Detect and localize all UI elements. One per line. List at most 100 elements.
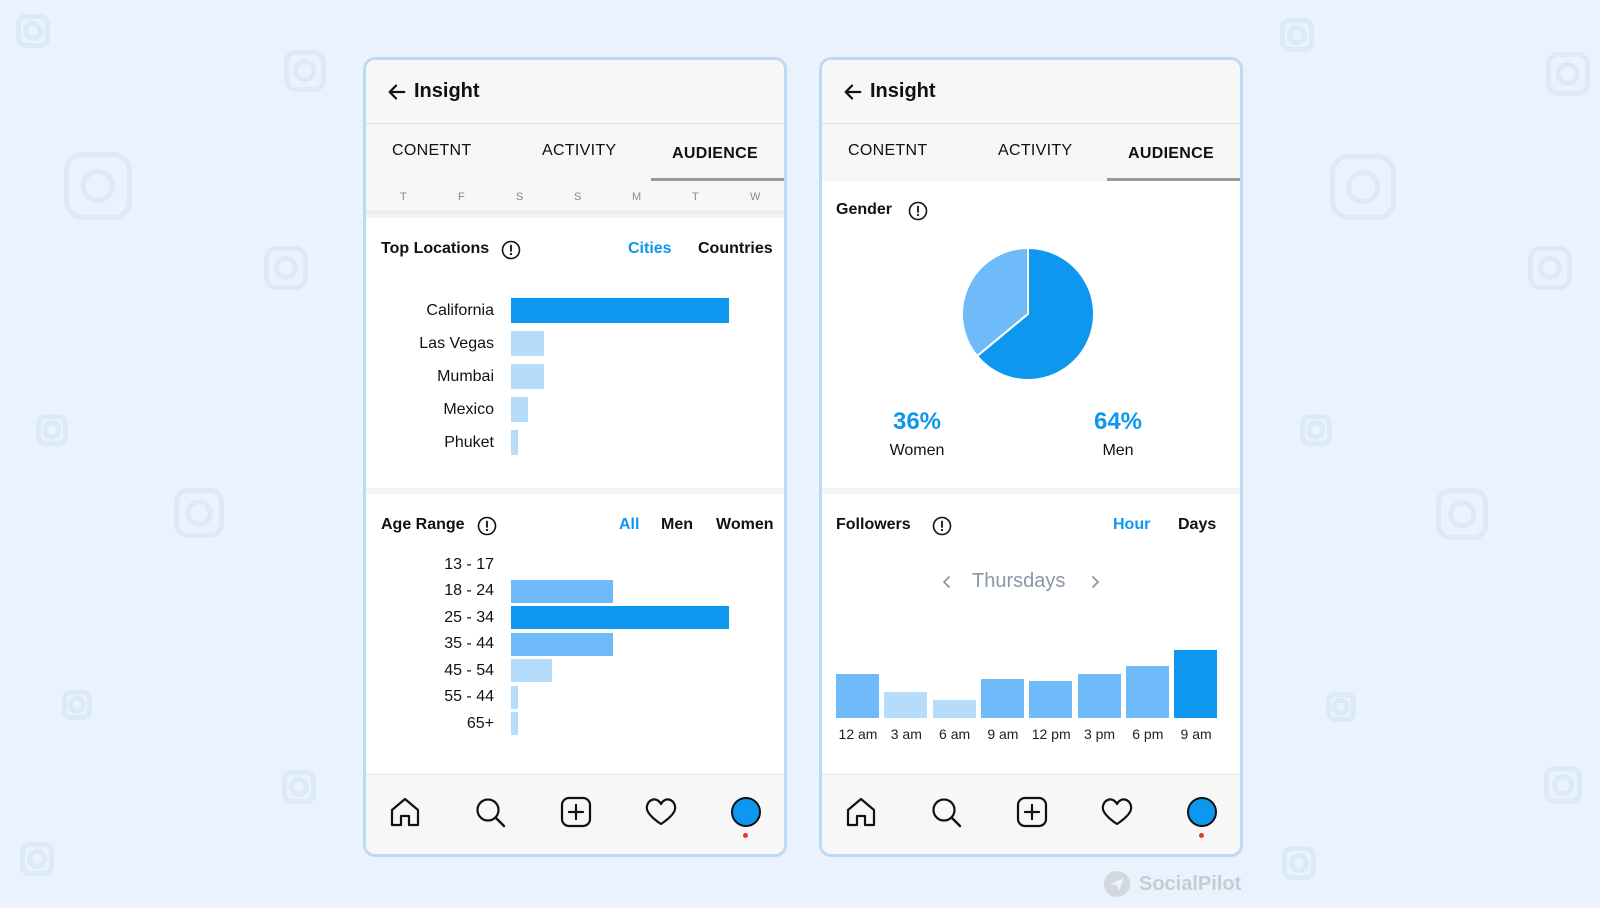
- day-label[interactable]: F: [458, 191, 465, 203]
- gender-pie-chart: [961, 246, 1095, 381]
- profile-avatar[interactable]: [1187, 797, 1217, 827]
- bar[interactable]: [884, 692, 928, 718]
- tab-bar: CONETNT ACTIVITY AUDIENCE: [822, 124, 1240, 181]
- header: Insight: [822, 60, 1240, 124]
- bar[interactable]: [1029, 681, 1073, 718]
- bar[interactable]: [511, 659, 553, 682]
- countries-toggle[interactable]: Countries: [698, 240, 773, 257]
- background-camera-icon: [1280, 18, 1314, 52]
- bar-label: California: [426, 301, 494, 319]
- background-camera-icon: [1528, 246, 1572, 290]
- bar[interactable]: [511, 298, 729, 323]
- pie-slice-women[interactable]: [961, 246, 1029, 358]
- background-camera-icon: [1544, 766, 1582, 804]
- men-percentage: 64%: [1093, 408, 1143, 435]
- bar-label: Mexico: [443, 400, 494, 418]
- info-icon[interactable]: [477, 516, 497, 536]
- day-label[interactable]: M: [632, 191, 642, 203]
- men-toggle[interactable]: Men: [661, 516, 693, 533]
- bar-label: 25 - 34: [444, 608, 494, 626]
- bar-label: Las Vegas: [419, 334, 494, 352]
- followers-title: Followers: [836, 516, 911, 533]
- tab-activity[interactable]: ACTIVITY: [998, 142, 1073, 159]
- bar[interactable]: [511, 712, 518, 735]
- bar-label: 6 pm: [1132, 726, 1164, 742]
- info-icon[interactable]: [932, 516, 952, 536]
- search-icon[interactable]: [929, 795, 963, 829]
- bar-label: 35 - 44: [444, 635, 494, 652]
- pie-slice-men[interactable]: [975, 246, 1095, 381]
- socialpilot-logo: SocialPilot: [1103, 870, 1241, 898]
- day-label[interactable]: S: [574, 191, 582, 203]
- days-toggle[interactable]: Days: [1178, 516, 1217, 533]
- heart-icon[interactable]: [644, 795, 678, 829]
- bottom-nav: [366, 774, 784, 854]
- notification-dot: [1199, 833, 1204, 838]
- tab-content[interactable]: CONETNT: [848, 142, 928, 159]
- bar[interactable]: [511, 331, 544, 356]
- back-arrow-icon[interactable]: [386, 81, 408, 103]
- tab-audience[interactable]: AUDIENCE: [672, 145, 758, 162]
- background-camera-icon: [64, 152, 132, 220]
- bar-label: 12 pm: [1031, 726, 1071, 742]
- background-camera-icon: [1436, 488, 1488, 540]
- day-label[interactable]: W: [750, 191, 761, 203]
- day-label[interactable]: S: [516, 191, 524, 203]
- bar[interactable]: [836, 674, 879, 718]
- followers-card: Followers Hour Days Thursdays 12 am 3 am 6…: [822, 494, 1240, 774]
- info-icon[interactable]: [501, 240, 521, 260]
- men-label: Men: [1102, 442, 1134, 459]
- search-icon[interactable]: [473, 795, 507, 829]
- info-icon[interactable]: [908, 201, 928, 221]
- gender-card: Gender 36% Women 64% Men: [822, 181, 1240, 488]
- top-locations-title: Top Locations: [381, 240, 490, 257]
- bar[interactable]: [1077, 674, 1121, 718]
- back-arrow-icon[interactable]: [842, 81, 864, 103]
- day-strip: T F S S M T W: [366, 181, 784, 214]
- profile-avatar[interactable]: [731, 797, 761, 827]
- bar[interactable]: [511, 606, 729, 629]
- hour-toggle[interactable]: Hour: [1113, 516, 1151, 533]
- bar[interactable]: [511, 632, 614, 656]
- day-label[interactable]: T: [400, 191, 407, 203]
- women-toggle[interactable]: Women: [716, 516, 774, 533]
- bar[interactable]: [511, 364, 544, 389]
- cities-toggle[interactable]: Cities: [628, 240, 672, 257]
- bar[interactable]: [1174, 650, 1218, 718]
- day-label[interactable]: T: [692, 191, 699, 203]
- bar-label: 18 - 24: [444, 582, 494, 599]
- background-camera-icon: [264, 246, 308, 290]
- bar[interactable]: [511, 430, 518, 455]
- brand-name: SocialPilot: [1139, 872, 1242, 895]
- background-camera-icon: [1326, 692, 1356, 722]
- notification-dot: [743, 833, 748, 838]
- heart-icon[interactable]: [1100, 795, 1134, 829]
- tab-activity[interactable]: ACTIVITY: [542, 142, 617, 159]
- bar-label: Phuket: [444, 433, 494, 451]
- bar[interactable]: [980, 678, 1024, 718]
- tab-audience[interactable]: AUDIENCE: [1128, 145, 1214, 162]
- bar-label: 45 - 54: [444, 661, 494, 679]
- bar[interactable]: [511, 397, 529, 422]
- bar[interactable]: [511, 579, 614, 603]
- chevron-left-icon[interactable]: [940, 575, 954, 589]
- home-icon[interactable]: [388, 795, 422, 829]
- bar-label: 13 - 17: [444, 555, 494, 573]
- home-icon[interactable]: [844, 795, 878, 829]
- bar[interactable]: [932, 700, 976, 718]
- chevron-right-icon[interactable]: [1088, 575, 1102, 589]
- tab-content[interactable]: CONETNT: [392, 142, 472, 159]
- bar[interactable]: [1125, 666, 1169, 718]
- add-post-icon[interactable]: [1015, 795, 1049, 829]
- top-locations-card: Top Locations Cities Countries Californi…: [366, 218, 784, 488]
- background-camera-icon: [1300, 414, 1332, 446]
- bar-label: 3 pm: [1083, 726, 1116, 742]
- background-camera-icon: [1546, 52, 1590, 96]
- page-title: Insight: [414, 80, 480, 102]
- all-toggle[interactable]: All: [619, 516, 640, 533]
- add-post-icon[interactable]: [559, 795, 593, 829]
- bar[interactable]: [511, 685, 518, 709]
- background-camera-icon: [174, 488, 224, 538]
- active-tab-indicator: [1107, 178, 1240, 181]
- background-camera-icon: [20, 842, 54, 876]
